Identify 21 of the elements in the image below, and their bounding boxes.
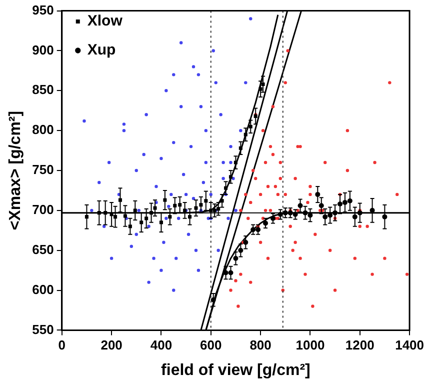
y-axis-title: <Xmax> [g/cm²] xyxy=(7,110,24,230)
x-tick-label: 0 xyxy=(58,338,66,353)
x-tick-label: 1000 xyxy=(296,338,325,353)
y-tick-label: 800 xyxy=(32,122,54,138)
x-axis-title: field of view [g/cm²] xyxy=(161,362,310,379)
y-tick-label: 600 xyxy=(32,282,54,297)
y-tick-label: 900 xyxy=(32,42,54,58)
x-tick-label: 800 xyxy=(250,338,272,353)
y-tick-label: 850 xyxy=(32,82,54,98)
x-tick-label: 1400 xyxy=(395,338,424,353)
y-tick-label: 750 xyxy=(32,162,54,178)
legend-label: Xlow xyxy=(87,12,123,30)
x-tick-label: 1200 xyxy=(345,338,374,353)
x-tick-label: 400 xyxy=(150,338,172,353)
y-tick-label: 700 xyxy=(32,202,54,218)
y-tick-label: 650 xyxy=(32,242,54,257)
y-tick-label: 550 xyxy=(32,322,54,337)
x-tick-label: 600 xyxy=(200,338,222,353)
x-tick-label: 200 xyxy=(100,338,122,353)
y-tick-label: 950 xyxy=(32,2,54,18)
legend-label: Xup xyxy=(87,42,116,59)
